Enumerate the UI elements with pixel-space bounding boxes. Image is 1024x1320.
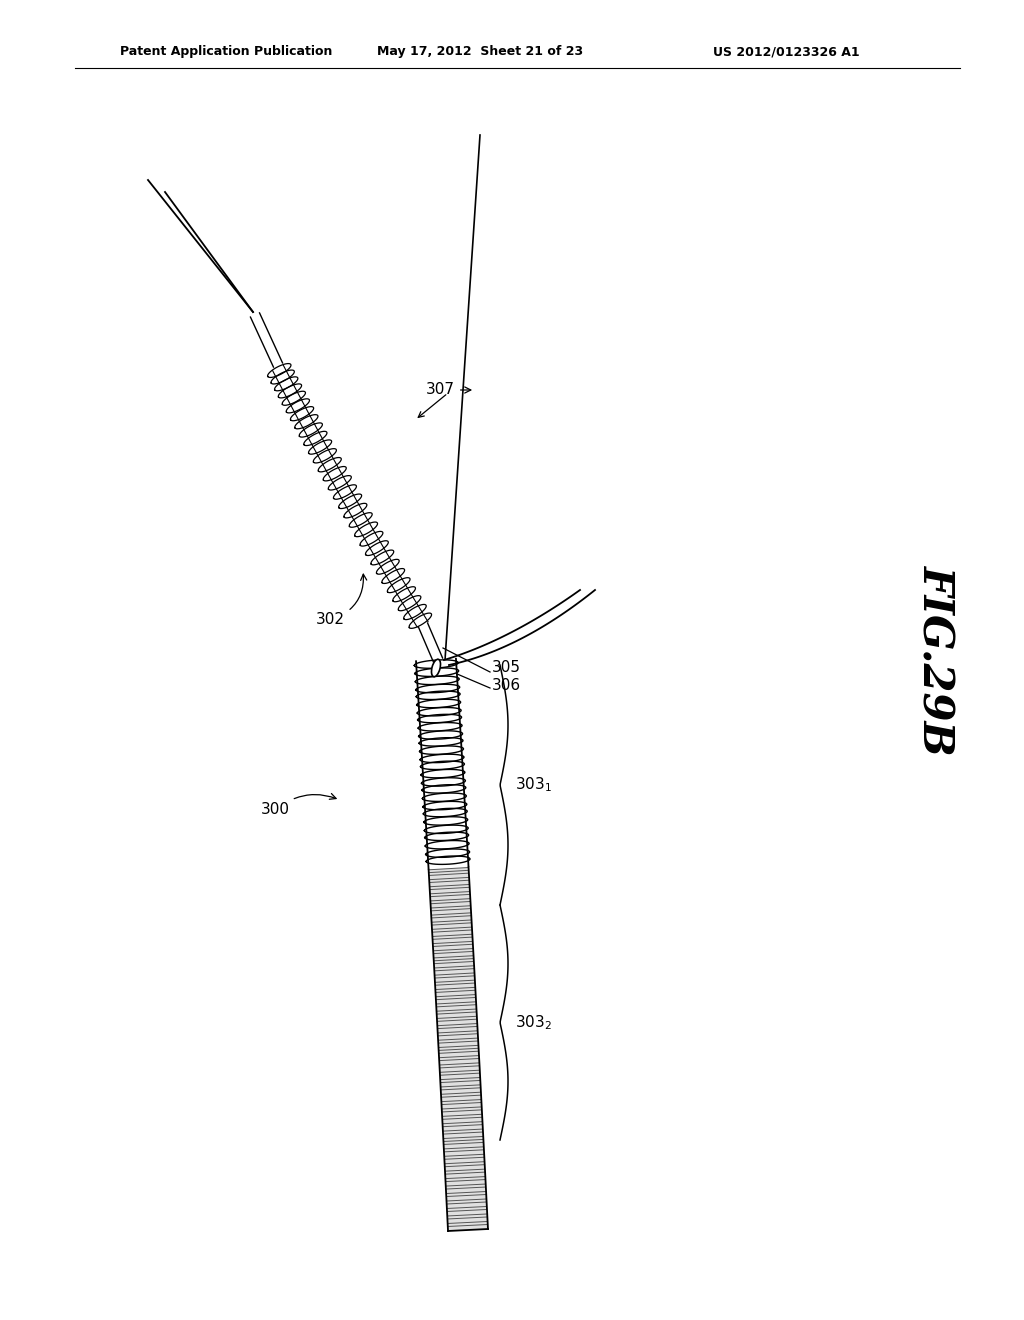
Text: Patent Application Publication: Patent Application Publication	[120, 45, 333, 58]
Text: May 17, 2012  Sheet 21 of 23: May 17, 2012 Sheet 21 of 23	[377, 45, 583, 58]
Text: 306: 306	[492, 677, 521, 693]
Text: $303_1$: $303_1$	[515, 776, 552, 795]
Ellipse shape	[431, 659, 440, 677]
Text: 307: 307	[426, 383, 471, 397]
Text: 305: 305	[492, 660, 521, 676]
Text: 302: 302	[316, 574, 367, 627]
Text: $303_2$: $303_2$	[515, 1014, 552, 1032]
Text: FIG.29B: FIG.29B	[914, 565, 956, 755]
Text: US 2012/0123326 A1: US 2012/0123326 A1	[714, 45, 860, 58]
Polygon shape	[416, 659, 468, 869]
Text: 300: 300	[261, 793, 336, 817]
Polygon shape	[429, 867, 488, 1232]
